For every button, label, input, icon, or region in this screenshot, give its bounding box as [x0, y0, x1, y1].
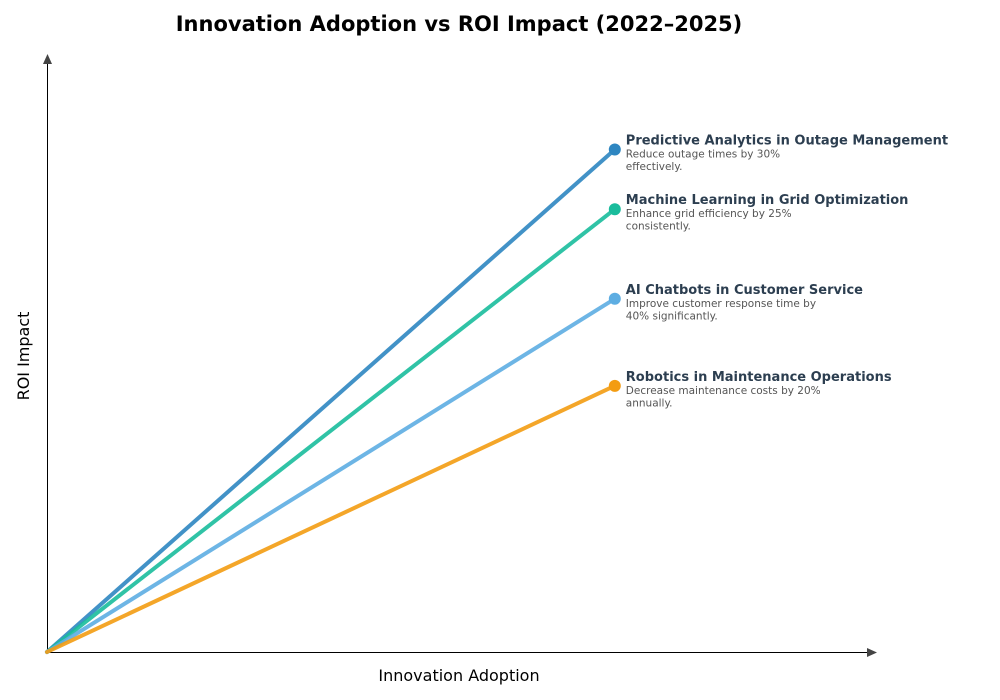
x-axis-arrow-icon — [867, 648, 877, 657]
point-label-description: Decrease maintenance costs by 20% — [626, 385, 821, 397]
point-label-title: AI Chatbots in Customer Service — [626, 283, 863, 298]
y-axis-label: ROI Impact — [14, 312, 33, 401]
point-label-description: Reduce outage times by 30% — [626, 149, 780, 161]
data-point-2 — [608, 292, 621, 305]
point-label-description: Improve customer response time by — [626, 298, 816, 310]
point-label-description: effectively. — [626, 161, 683, 173]
point-label-title: Machine Learning in Grid Optimization — [626, 193, 909, 208]
point-label-description: Enhance grid efficiency by 25% — [626, 208, 792, 220]
point-label-description: 40% significantly. — [626, 310, 718, 322]
point-label-description: consistently. — [626, 221, 691, 233]
data-point-1 — [608, 203, 621, 216]
series-line-3 — [45, 383, 617, 654]
point-label-title: Predictive Analytics in Outage Managemen… — [626, 134, 948, 149]
x-axis-label: Innovation Adoption — [378, 666, 539, 685]
chart-title: Innovation Adoption vs ROI Impact (2022–… — [176, 12, 743, 36]
point-label-description: annually. — [626, 397, 673, 409]
series-line-2 — [45, 296, 617, 654]
series-line-0 — [45, 147, 617, 654]
point-label-title: Robotics in Maintenance Operations — [626, 370, 892, 385]
data-point-3 — [608, 379, 621, 392]
series-line-1 — [45, 207, 617, 654]
y-axis-arrow-icon — [43, 54, 52, 64]
data-point-0 — [608, 143, 621, 156]
